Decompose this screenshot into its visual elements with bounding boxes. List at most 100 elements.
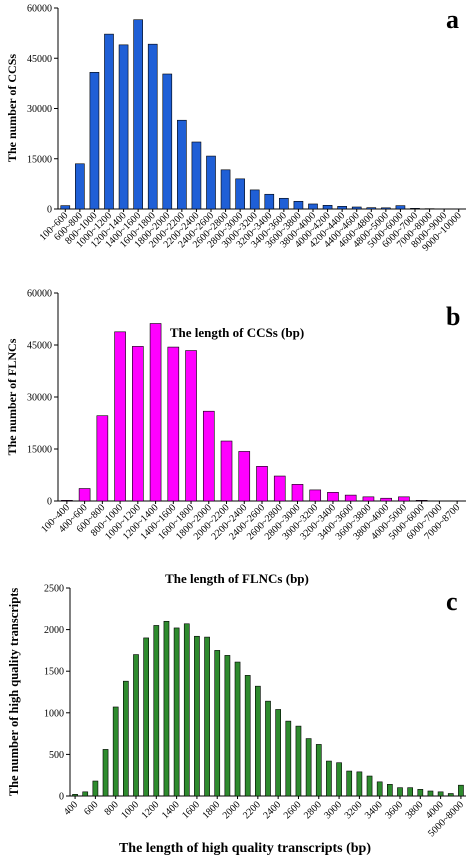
- bar: [92, 780, 99, 797]
- bar: [387, 784, 393, 797]
- bar: [346, 770, 353, 797]
- x-tick-label: 3800: [404, 799, 426, 821]
- y-tick-label: 1500: [44, 667, 64, 678]
- y-tick-label: 1000: [44, 708, 64, 719]
- y-tick-label: 15000: [27, 154, 52, 165]
- bar: [220, 169, 231, 210]
- bar: [60, 205, 71, 210]
- bar: [244, 675, 251, 797]
- bar: [279, 197, 289, 210]
- bar: [206, 155, 216, 210]
- x-tick-label: 2600: [282, 799, 304, 821]
- y-tick-label: 15000: [27, 445, 52, 456]
- bar: [447, 793, 454, 797]
- bar: [410, 208, 420, 210]
- bar: [162, 73, 173, 210]
- y-tick-label: 500: [49, 750, 64, 761]
- bar: [183, 623, 190, 797]
- y-tick-label: 0: [47, 205, 52, 216]
- bar: [173, 627, 180, 797]
- x-tick-label: 1800: [200, 799, 222, 821]
- bar: [458, 784, 464, 797]
- x-tick-label: 1200: [140, 799, 162, 821]
- bar: [337, 206, 347, 210]
- bar: [380, 497, 392, 502]
- bar: [308, 203, 318, 210]
- bar: [309, 489, 322, 502]
- bar: [366, 207, 377, 210]
- bar: [322, 205, 333, 210]
- bar: [415, 500, 428, 502]
- x-tick-label: 2200: [241, 799, 263, 821]
- x-tick-label: 800: [102, 799, 120, 817]
- bar: [185, 350, 197, 502]
- bar: [167, 346, 180, 502]
- bar: [194, 635, 200, 797]
- bar: [202, 410, 215, 502]
- bar: [132, 346, 144, 502]
- y-tick-label: 2500: [44, 584, 64, 595]
- bar: [336, 762, 342, 797]
- chart-panel-a: 015000300004500060000100~600600~800800~1…: [5, 4, 466, 340]
- panel-label: a: [446, 5, 459, 34]
- x-tick-label: 1400: [160, 799, 182, 821]
- bar: [143, 637, 149, 797]
- bar: [82, 791, 89, 797]
- bar: [417, 789, 424, 797]
- bar: [234, 661, 241, 797]
- bar: [381, 207, 391, 210]
- bar: [427, 790, 434, 797]
- bar: [96, 415, 109, 502]
- y-tick-label: 0: [59, 792, 64, 803]
- bar: [437, 791, 444, 797]
- y-tick-label: 60000: [27, 289, 52, 300]
- y-axis-title: The number of high quality transcripts: [7, 588, 21, 797]
- bar: [220, 440, 233, 502]
- bar: [123, 680, 129, 797]
- bar: [75, 163, 85, 210]
- bar: [398, 496, 410, 502]
- bar: [273, 475, 286, 502]
- bar: [163, 620, 170, 797]
- y-tick-label: 45000: [27, 54, 52, 65]
- bar: [285, 720, 292, 797]
- x-tick-label: 2400: [261, 799, 283, 821]
- bar: [133, 654, 139, 797]
- y-tick-label: 30000: [27, 104, 52, 115]
- y-tick-label: 0: [47, 497, 52, 508]
- bar: [293, 200, 304, 210]
- y-tick-label: 2000: [44, 625, 64, 636]
- y-axis-title: The number of FLNCs: [5, 338, 19, 455]
- x-tick-label: 3600: [383, 799, 405, 821]
- x-tick-label: 3000: [322, 799, 344, 821]
- x-tick-label: 3200: [343, 799, 365, 821]
- bar: [376, 781, 383, 797]
- bar: [112, 706, 119, 797]
- bar: [89, 72, 100, 210]
- bar: [344, 494, 357, 502]
- bar: [326, 760, 332, 797]
- bar: [191, 141, 202, 210]
- x-axis-title: The length of FLNCs (bp): [165, 571, 309, 586]
- bar: [305, 738, 312, 797]
- y-tick-label: 60000: [27, 4, 52, 15]
- x-axis-title: The length of CCSs (bp): [170, 325, 304, 340]
- y-tick-label: 45000: [27, 341, 52, 352]
- bar: [153, 625, 160, 797]
- bar: [255, 685, 261, 797]
- x-tick-label: 1600: [180, 799, 202, 821]
- x-tick-label: 2800: [302, 799, 324, 821]
- bar: [397, 787, 403, 797]
- bar: [114, 331, 126, 502]
- bar: [177, 119, 187, 210]
- x-axis-title: The length of high quality transcripts (…: [119, 841, 371, 856]
- bar: [407, 787, 413, 797]
- panel-label: b: [446, 302, 460, 331]
- bar: [395, 205, 406, 210]
- bar: [315, 744, 322, 797]
- bar: [224, 655, 231, 797]
- bar: [214, 650, 221, 797]
- bar: [235, 178, 245, 210]
